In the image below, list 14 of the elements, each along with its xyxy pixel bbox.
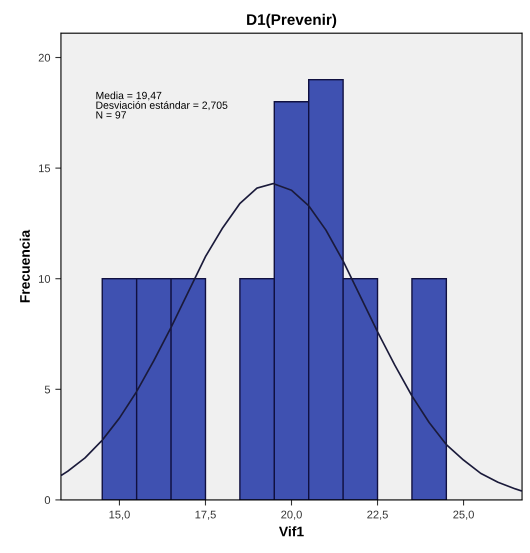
y-tick-label: 20 — [38, 54, 50, 62]
x-tick-label: 20,0 — [281, 510, 302, 520]
y-tick-label: 0 — [44, 496, 50, 504]
y-axis-title: Frecuencia — [20, 230, 30, 302]
x-tick-label: 22,5 — [367, 510, 388, 520]
x-axis-title: Vif1 — [278, 526, 304, 536]
y-tick-label: 5 — [44, 386, 50, 394]
annotation: Media = 19,47 Desviación estándar = 2,705 N = 97 — [96, 92, 228, 119]
x-tick-label: 17,5 — [196, 510, 216, 520]
chart-title: D1(Prevenir) — [247, 14, 336, 28]
y-tick-label: 10 — [39, 274, 50, 283]
y-tick-label: 15 — [39, 164, 50, 172]
x-tick-label: 15,0 — [109, 510, 130, 520]
x-tick-label: 25,0 — [453, 510, 474, 520]
